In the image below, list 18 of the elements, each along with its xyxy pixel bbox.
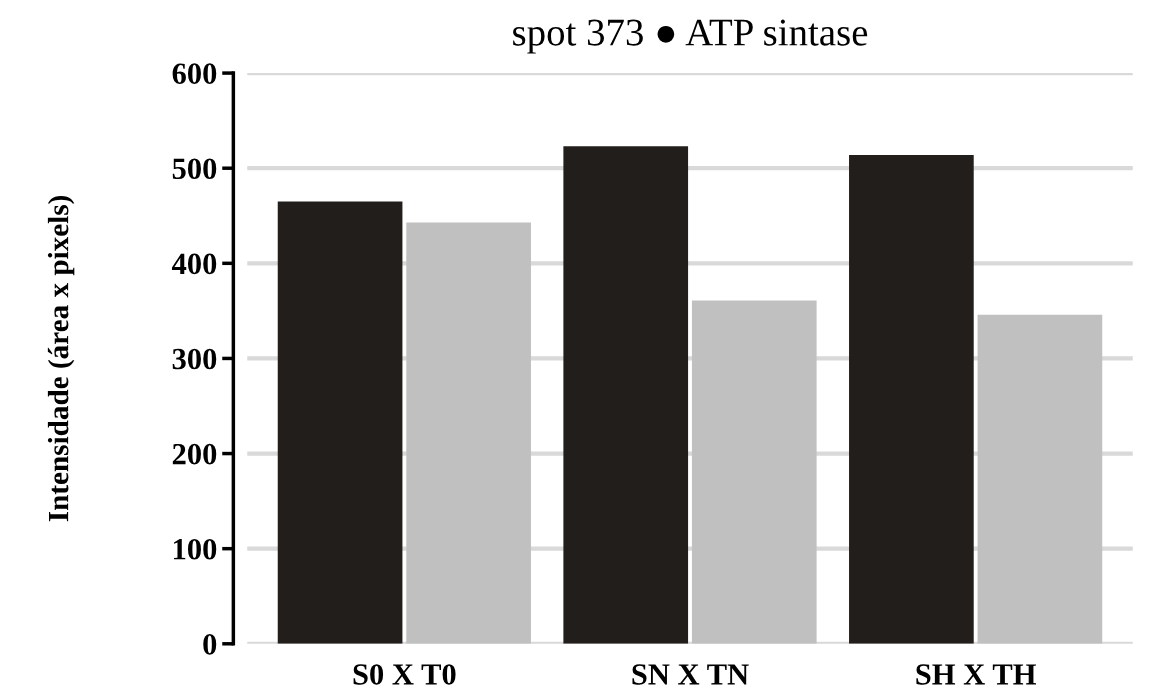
y-tick-label: 400 [171, 253, 217, 275]
bar [563, 146, 689, 644]
y-tick-label: 500 [172, 158, 217, 180]
bar [691, 300, 817, 644]
bar [406, 222, 531, 644]
x-tick-label: S0 X T0 [353, 664, 456, 685]
y-tick-label: 600 [172, 63, 217, 84]
bar [849, 154, 974, 644]
y-tick-label: 200 [172, 443, 217, 465]
bar [277, 201, 403, 644]
y-tick-label: 0 [203, 634, 217, 655]
bar [977, 314, 1103, 644]
y-tick-label: 300 [172, 348, 217, 370]
x-tick-label: SH X TH [916, 664, 1036, 685]
chart-title: spot 373 ● ATP sintase [513, 19, 868, 54]
y-axis-title: Intensidade (área x pixels) [47, 195, 75, 522]
x-tick-label: SN X TN [632, 664, 749, 685]
y-tick-label: 100 [174, 538, 217, 560]
